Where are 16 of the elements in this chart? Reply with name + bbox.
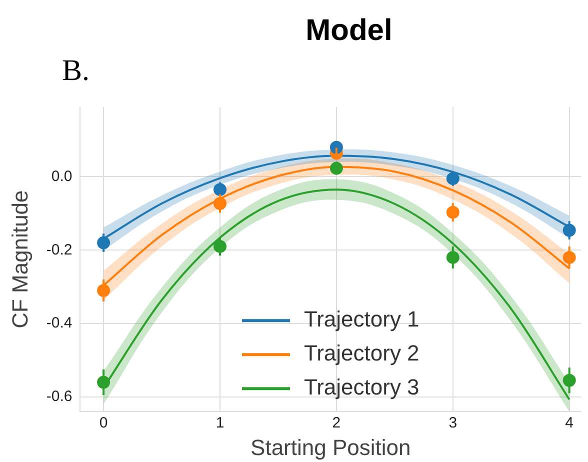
x-tick-label: 4 (565, 414, 574, 432)
y-tick-label: -0.4 (46, 314, 72, 332)
y-tick-label: -0.6 (46, 388, 72, 406)
x-tick-label: 1 (216, 414, 224, 432)
x-axis-title: Starting Position (250, 434, 411, 460)
y-tick-label: 0.0 (51, 168, 72, 185)
legend-label: Trajectory 2 (304, 340, 420, 366)
legend-label: Trajectory 3 (304, 374, 420, 400)
x-tick-label: 3 (448, 414, 458, 432)
legend-label: Trajectory 1 (304, 306, 420, 332)
y-tick-label: -0.2 (46, 241, 72, 258)
text: B. (62, 54, 90, 88)
y-axis-title: CF Magnitude (7, 190, 32, 328)
x-tick-label: 0 (99, 414, 108, 432)
chart-title: Model (304, 14, 394, 48)
x-tick-label: 2 (332, 414, 341, 432)
